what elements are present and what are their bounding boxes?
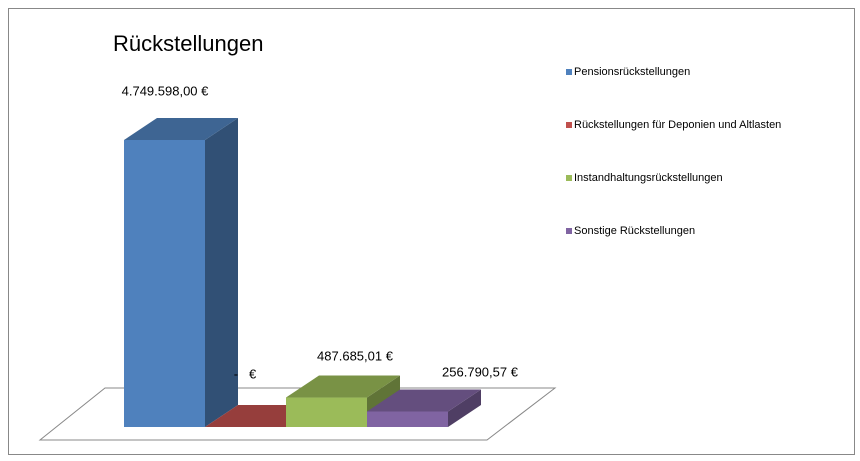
value-label: 4.749.598,00 € — [122, 83, 210, 98]
legend: Pensionsrückstellungen Rückstellungen für… — [566, 66, 781, 237]
bars: 4.749.598,00 € - € 487.685,01 € 256.790,57 … — [122, 83, 519, 427]
value-label: 487.685,01 € — [317, 348, 394, 363]
bar-front — [124, 140, 205, 427]
legend-swatch — [566, 175, 572, 181]
chart-title: Rückstellungen — [113, 31, 263, 56]
legend-label: Rückstellungen für Deponien und Altlaste… — [574, 119, 781, 131]
legend-label: Sonstige Rückstellungen — [574, 225, 695, 237]
bar — [124, 118, 238, 427]
value-label: 256.790,57 € — [442, 364, 519, 379]
bar-top — [367, 389, 481, 412]
legend-swatch — [566, 122, 572, 128]
bar — [367, 389, 481, 427]
legend-label: Pensionsrückstellungen — [574, 66, 690, 78]
bar-top — [286, 375, 400, 398]
bar-side — [448, 389, 481, 427]
legend-label: Instandhaltungsrückstellungen — [574, 172, 723, 184]
bar-front — [286, 397, 367, 427]
bar-top — [124, 118, 238, 140]
value-label: - € — [234, 366, 257, 381]
legend-swatch — [566, 69, 572, 75]
bar-side — [205, 118, 238, 427]
bar — [286, 375, 400, 427]
legend-swatch — [566, 228, 572, 234]
bar-front — [367, 411, 448, 427]
